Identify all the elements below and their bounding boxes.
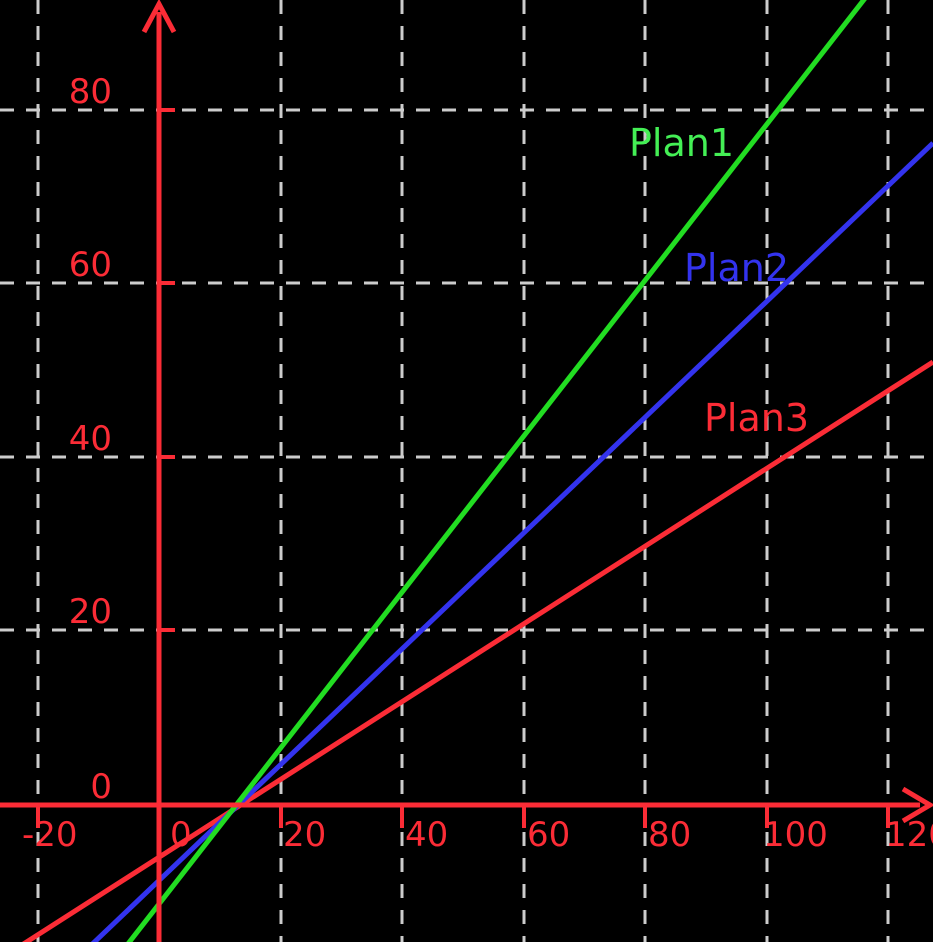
axis-ticks <box>36 108 890 828</box>
x-tick-label-120: 120 <box>885 815 933 855</box>
x-tick-label-40: 40 <box>405 815 449 855</box>
y-tick-label-40: 40 <box>68 419 112 459</box>
x-tick-label-100: 100 <box>763 815 828 855</box>
x-tick-label-0: 0 <box>170 815 192 855</box>
y-axis <box>141 0 177 942</box>
y-tick-label-20: 20 <box>68 592 112 632</box>
x-axis-arrow-icon <box>901 786 933 824</box>
series-label-plan2: Plan2 <box>684 246 790 290</box>
y-axis-arrow-icon <box>141 0 177 34</box>
series-line-plan1 <box>126 0 867 942</box>
series-line-plan3 <box>21 359 933 942</box>
gridlines-horizontal <box>0 108 933 632</box>
x-tick-label-60: 60 <box>527 815 571 855</box>
x-tick-label-20: 20 <box>283 815 327 855</box>
y-tick-label-60: 60 <box>68 245 112 285</box>
series-line-plan2 <box>90 141 933 942</box>
series-label-plan1: Plan1 <box>629 121 735 165</box>
x-tick-label-80: 80 <box>648 815 692 855</box>
series-label-plan3: Plan3 <box>704 396 810 440</box>
x-tick-label-minus20: -20 <box>22 815 78 855</box>
y-tick-label-80: 80 <box>68 72 112 112</box>
y-tick-label-0: 0 <box>90 767 112 807</box>
